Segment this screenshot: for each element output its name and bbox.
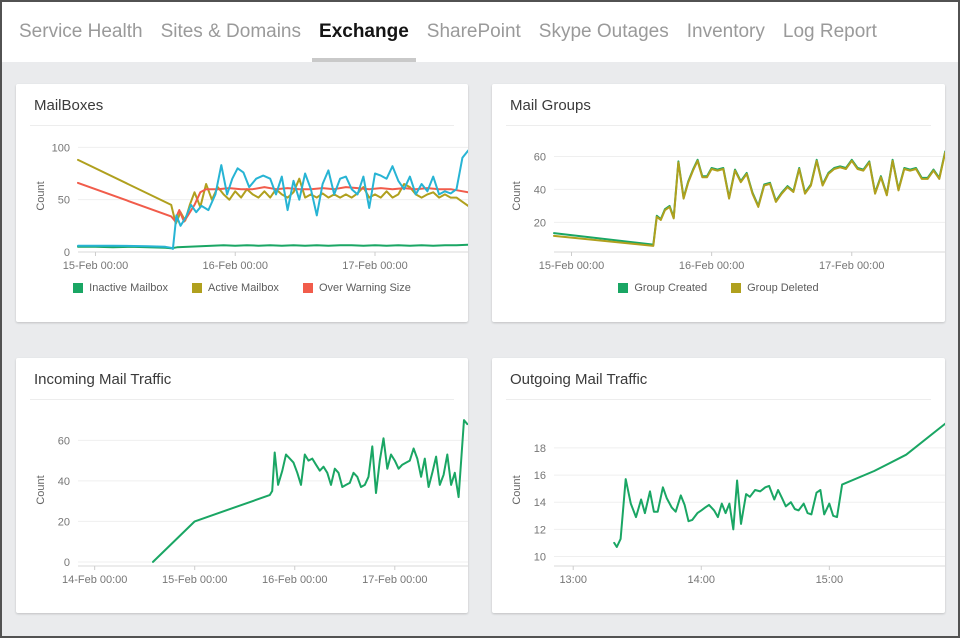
x-tick-label: 14:00: [688, 574, 716, 586]
mail-groups-chart: 20 40 60 15-Feb 00:00 16-Feb 00:00 17-Feb 00:…: [492, 126, 945, 280]
y-tick-label: 12: [534, 524, 546, 536]
tab-skype-outages[interactable]: Skype Outages: [538, 21, 669, 42]
tab-service-health[interactable]: Service Health: [19, 21, 143, 42]
panel-incoming-mail-traffic: Incoming Mail Traffic 0 20 40 60 14-Feb 00:0…: [16, 358, 468, 613]
legend-swatch: [73, 283, 84, 293]
tab-sites-domains[interactable]: Sites & Domains: [160, 21, 302, 42]
x-tick-label: 15-Feb 00:00: [63, 260, 128, 272]
x-tick-label: 15-Feb 00:00: [539, 260, 604, 272]
tab-sharepoint[interactable]: SharePoint: [426, 21, 521, 42]
y-tick-label: 14: [534, 497, 546, 509]
series-group-deleted: [553, 151, 945, 247]
y-tick-label: 60: [534, 151, 546, 163]
mail-groups-plot: 20 40 60 15-Feb 00:00 16-Feb 00:00 17-Feb 00:…: [511, 150, 945, 272]
legend-label: Inactive Mailbox: [89, 282, 169, 294]
legend-item-group-created[interactable]: Group Created: [618, 282, 707, 294]
series-active-mailbox: [77, 158, 468, 225]
divider: [30, 399, 454, 400]
y-tick-label: 16: [534, 470, 546, 482]
y-axis-label: Count: [511, 181, 523, 210]
x-tick-label: 17-Feb 00:00: [362, 574, 427, 586]
x-tick-label: 15:00: [816, 574, 844, 586]
y-tick-label: 20: [534, 217, 546, 229]
legend-item-group-deleted[interactable]: Group Deleted: [731, 282, 819, 294]
legend-swatch: [192, 283, 203, 293]
y-tick-label: 18: [534, 443, 546, 455]
y-tick-label: 10: [534, 552, 546, 564]
incoming-mail-traffic-plot: 0 20 40 60 14-Feb 00:00 15-Feb 00:00 16-Feb 00…: [35, 419, 468, 586]
outgoing-mail-traffic-plot: 10 12 14 16 18 13:00 14:00 15:00 Count: [511, 422, 945, 586]
x-tick-label: 17-Feb 00:00: [819, 260, 884, 272]
panel-grid: MailBoxes 0 50 100 15-Feb 00:00 16-Feb 00:00…: [2, 62, 958, 613]
y-tick-label: 40: [58, 476, 70, 488]
divider: [506, 399, 931, 400]
tab-inventory[interactable]: Inventory: [686, 21, 765, 42]
tab-log-report[interactable]: Log Report: [782, 21, 877, 42]
mailboxes-legend: Inactive Mailbox Active Mailbox Over Warni…: [16, 282, 468, 294]
incoming-mail-traffic-chart: 0 20 40 60 14-Feb 00:00 15-Feb 00:00 16-Feb 00…: [16, 400, 468, 594]
divider: [506, 125, 931, 126]
legend-label: Group Created: [634, 282, 708, 294]
y-axis-label: Count: [35, 181, 47, 210]
x-tick-label: 13:00: [559, 574, 587, 586]
x-tick-label: 14-Feb 00:00: [62, 574, 127, 586]
x-tick-label: 16-Feb 00:00: [679, 260, 744, 272]
divider: [30, 125, 454, 126]
y-axis-label: Count: [35, 475, 47, 504]
panel-title-outgoing-mail-traffic: Outgoing Mail Traffic: [510, 371, 648, 388]
panel-title-incoming-mail-traffic: Incoming Mail Traffic: [34, 371, 172, 388]
panel-title-mail-groups: Mail Groups: [510, 97, 591, 114]
series-outgoing-mail-traffic: [613, 422, 945, 548]
panel-mailboxes: MailBoxes 0 50 100 15-Feb 00:00 16-Feb 00:00…: [16, 84, 468, 322]
legend-item-inactive-mailbox[interactable]: Inactive Mailbox: [73, 282, 168, 294]
y-tick-label: 0: [64, 557, 70, 569]
mail-groups-legend: Group Created Group Deleted: [492, 282, 945, 294]
panel-title-mailboxes: MailBoxes: [34, 97, 104, 114]
x-tick-label: 16-Feb 00:00: [203, 260, 268, 272]
y-tick-label: 60: [58, 435, 70, 447]
x-tick-label: 15-Feb 00:00: [162, 574, 227, 586]
panel-mail-groups: Mail Groups 20 40 60 15-Feb 00:00 16-Feb 00:…: [492, 84, 945, 322]
series-incoming-mail-traffic: [152, 419, 468, 563]
legend-item-over-warning-size[interactable]: Over Warning Size: [302, 282, 411, 294]
legend-label: Over Warning Size: [318, 282, 411, 294]
x-tick-label: 17-Feb 00:00: [342, 260, 407, 272]
legend-swatch: [618, 283, 629, 293]
mailboxes-plot: 0 50 100 15-Feb 00:00 16-Feb 00:00 17-Feb 00:…: [35, 142, 468, 272]
tab-bar: Service Health Sites & Domains Exchange Sha…: [2, 2, 958, 62]
x-tick-label: 16-Feb 00:00: [262, 574, 327, 586]
legend-label: Group Deleted: [747, 282, 819, 294]
legend-item-active-mailbox[interactable]: Active Mailbox: [192, 282, 279, 294]
series-unlabeled: [77, 149, 468, 250]
y-axis-label: Count: [511, 475, 523, 504]
y-tick-label: 0: [64, 247, 70, 259]
legend-swatch: [731, 283, 742, 293]
y-tick-label: 50: [58, 195, 70, 207]
mailboxes-chart: 0 50 100 15-Feb 00:00 16-Feb 00:00 17-Feb 00:…: [16, 126, 468, 280]
y-tick-label: 100: [52, 142, 70, 154]
legend-label: Active Mailbox: [208, 282, 279, 294]
legend-swatch: [302, 283, 313, 293]
panel-outgoing-mail-traffic: Outgoing Mail Traffic 10 12 14 16 18 13:00 14:…: [492, 358, 945, 613]
outgoing-mail-traffic-chart: 10 12 14 16 18 13:00 14:00 15:00 Count: [492, 400, 945, 594]
y-tick-label: 20: [58, 516, 70, 528]
y-tick-label: 40: [534, 184, 546, 196]
tab-exchange[interactable]: Exchange: [310, 2, 418, 62]
